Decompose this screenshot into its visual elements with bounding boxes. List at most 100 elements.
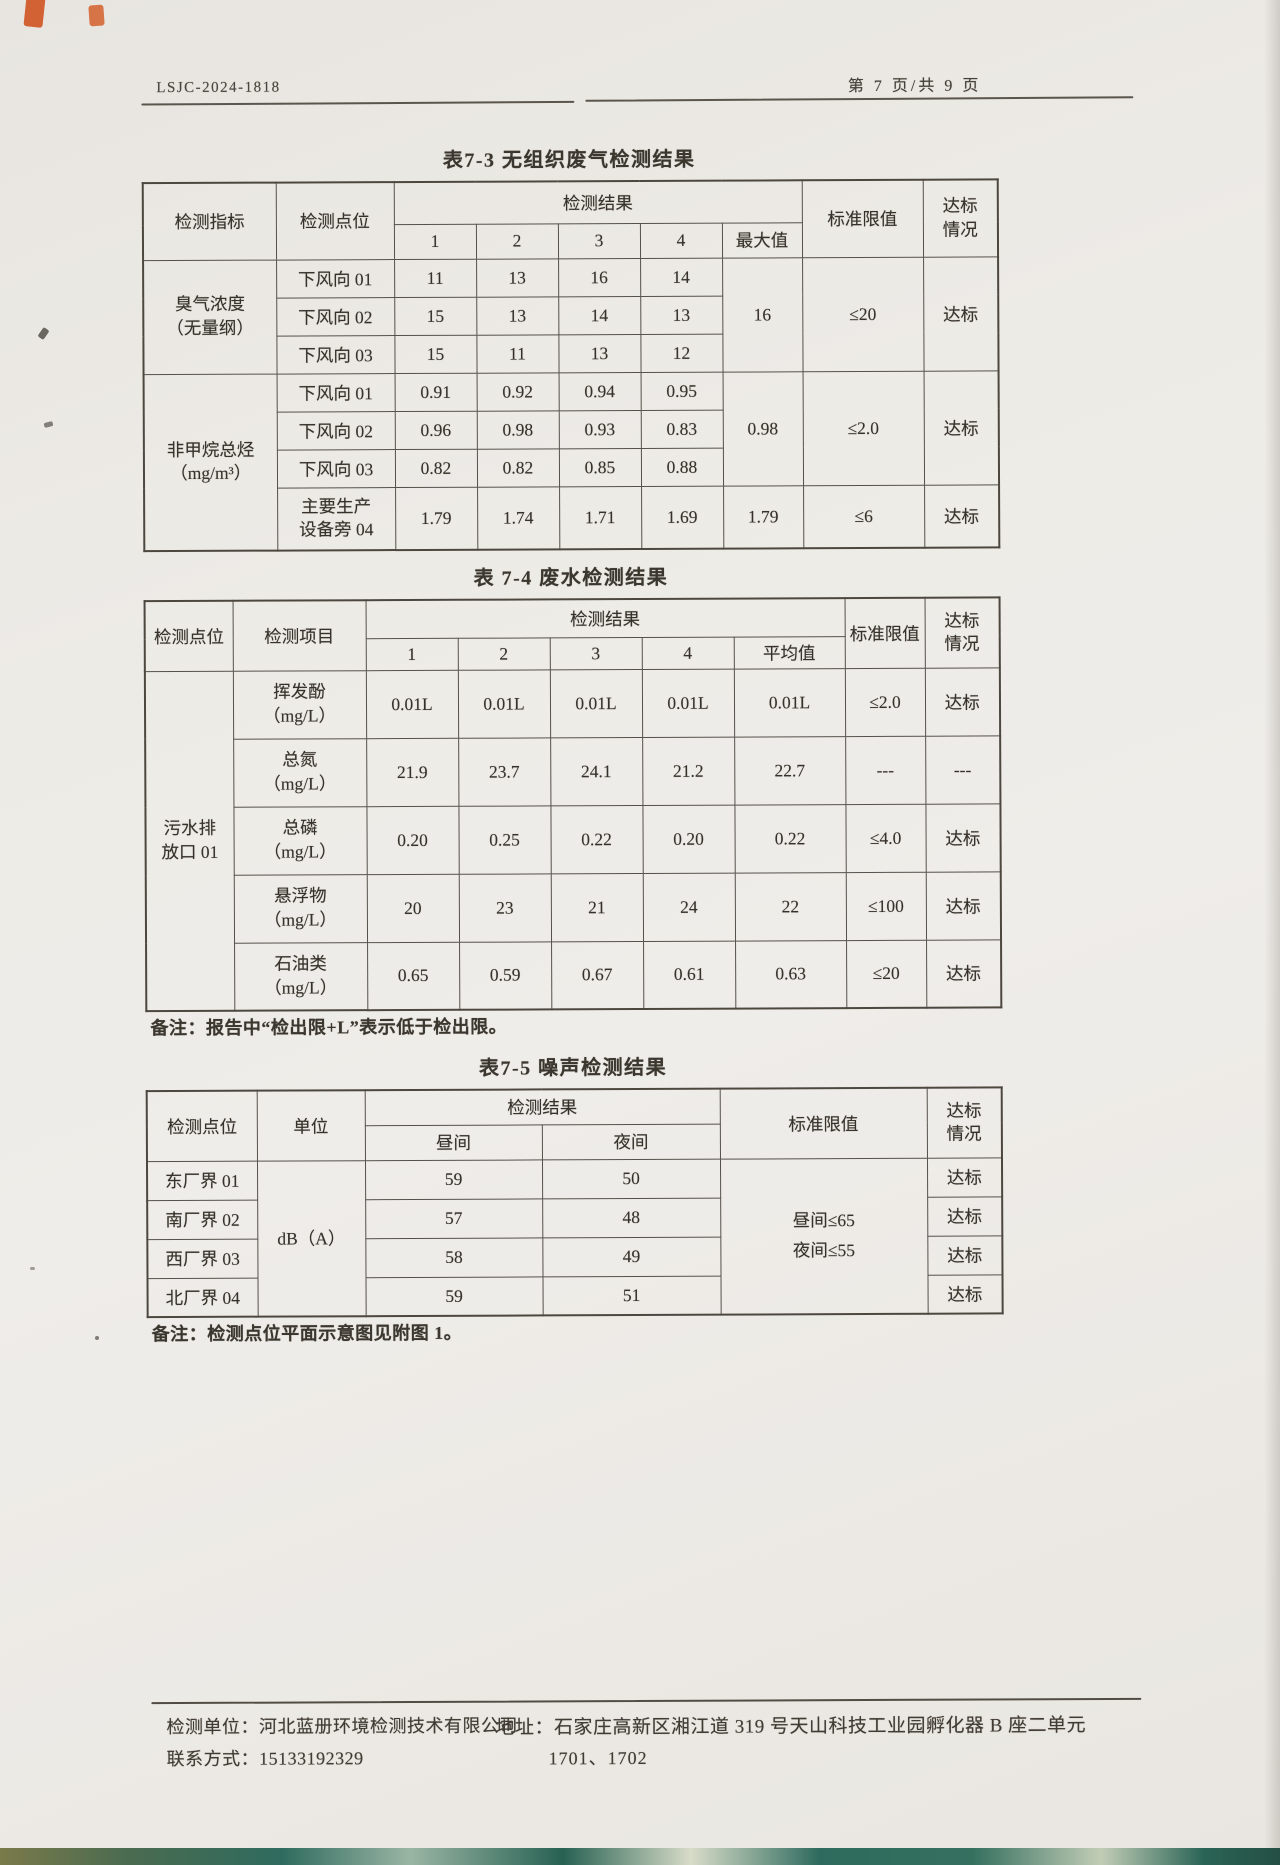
value-cell: 12	[640, 333, 723, 372]
value-cell: 0.82	[476, 448, 560, 487]
unit-cell: dB（A）	[256, 1160, 366, 1317]
col-header-point: 检测点位	[146, 1090, 257, 1162]
value-cell: 15	[394, 334, 477, 374]
footer-org: 检测单位：河北蓝册环境检测技术有限公司	[166, 1715, 519, 1738]
col-header-limit: 标准限值	[844, 597, 925, 669]
limit-cell: ---	[845, 735, 926, 805]
value-cell: 1.71	[559, 485, 642, 550]
value-cell: 0.25	[458, 805, 551, 874]
scan-bottom-strip	[0, 1848, 1280, 1865]
value-cell: 0.20	[642, 804, 735, 873]
day-value-cell: 59	[365, 1276, 543, 1317]
col-header-result: 检测结果	[365, 598, 845, 639]
point-cell: 下风向 03	[276, 449, 396, 488]
sub-header-2: 2	[457, 637, 550, 670]
avg-cell: 0.01L	[733, 668, 846, 737]
value-cell: 0.67	[551, 940, 644, 1010]
night-value-cell: 48	[542, 1197, 721, 1238]
footer-contact: 联系方式：15133192329	[166, 1748, 364, 1770]
value-cell: 0.88	[640, 447, 724, 486]
col-header-point: 检测点位	[144, 600, 233, 672]
sub-header-3: 3	[557, 222, 641, 259]
status-cell: 达标	[927, 1235, 1003, 1275]
value-cell: 0.59	[459, 941, 552, 1010]
max-value-cell: 1.79	[723, 485, 804, 549]
value-cell: 0.85	[558, 447, 642, 487]
value-cell: 1.74	[477, 486, 560, 550]
value-cell: 0.61	[643, 940, 736, 1009]
footer-address-line2: 1701、1702	[548, 1747, 648, 1769]
gas-results-table: 检测指标 检测点位 检测结果 标准限值 达标 情况 1 2 3 4 最大值 臭气…	[141, 178, 1001, 553]
avg-cell: 0.63	[735, 940, 847, 1009]
day-value-cell: 57	[365, 1198, 543, 1239]
footer-rule	[151, 1697, 1142, 1705]
status-cell: 达标	[926, 1157, 1003, 1197]
sub-header-day: 昼间	[364, 1124, 542, 1161]
value-cell: 24	[642, 872, 736, 941]
scan-mark-orange-1	[23, 0, 46, 28]
value-cell: 0.01L	[641, 668, 735, 737]
col-header-result: 检测结果	[364, 1088, 720, 1126]
avg-cell: 22	[734, 872, 847, 941]
value-cell: 14	[640, 257, 723, 296]
sub-header-max: 最大值	[721, 222, 803, 258]
scan-speck	[95, 1336, 99, 1340]
value-cell: 0.01L	[365, 669, 459, 739]
value-cell: 16	[558, 257, 641, 297]
col-header-unit: 单位	[256, 1090, 365, 1161]
point-cell-equipment: 主要生产 设备旁 04	[277, 487, 396, 551]
point-cell: 下风向 03	[276, 335, 395, 374]
limit-cell: ≤6	[803, 484, 925, 549]
value-cell: 0.92	[476, 372, 559, 411]
status-cell: 达标	[924, 667, 1001, 736]
value-cell: 13	[640, 295, 723, 334]
sub-header-4: 4	[641, 636, 734, 669]
page-number: 第 7 页/共 9 页	[847, 77, 982, 96]
sub-header-avg: 平均值	[733, 636, 845, 669]
footer-left-block: 检测单位：河北蓝册环境检测技术有限公司 联系方式：15133192329	[166, 1713, 518, 1779]
item-cell: 总氮 （mg/L）	[233, 738, 367, 807]
status-cell: 达标	[924, 484, 1000, 548]
point-outfall: 污水排 放口 01	[144, 670, 235, 1012]
limit-cell: ≤20	[846, 939, 927, 1009]
limit-cell: ≤20	[802, 256, 924, 372]
scan-edge-shadow	[1264, 0, 1280, 1865]
indicator-nmhc: 非甲烷总烃 （mg/m³）	[143, 373, 278, 552]
sub-header-1: 1	[365, 637, 458, 671]
sub-header-1: 1	[393, 223, 477, 260]
max-value-cell: 16	[722, 257, 803, 372]
limit-cell: 昼间≤65 夜间≤55	[719, 1157, 928, 1315]
limit-cell: ≤100	[845, 871, 927, 941]
col-header-indicator: 检测指标	[142, 182, 277, 261]
value-cell: 20	[366, 873, 460, 943]
sub-header-4: 4	[639, 222, 723, 258]
avg-cell: 22.7	[734, 736, 846, 805]
value-cell: 1.79	[395, 486, 478, 551]
value-cell: 0.94	[558, 371, 641, 411]
point-cell: 下风向 02	[276, 411, 395, 450]
value-cell: 0.96	[394, 410, 477, 450]
limit-cell: ≤2.0	[844, 667, 926, 737]
value-cell: 0.20	[366, 805, 459, 875]
sub-header-night: 夜间	[541, 1123, 720, 1160]
value-cell: 13	[476, 258, 559, 297]
scan-mark-orange-2	[88, 4, 105, 27]
item-cell: 总磷 （mg/L）	[233, 806, 367, 875]
item-cell: 挥发酚 （mg/L）	[232, 670, 367, 739]
table-7-5-title: 表7-5 噪声检测结果	[478, 1056, 668, 1080]
status-cell: 达标	[927, 1196, 1003, 1236]
value-cell: 13	[476, 296, 559, 335]
noise-note: 备注：检测点位平面示意图见附图 1。	[151, 1322, 463, 1345]
wastewater-note: 备注：报告中“检出限+L”表示低于检出限。	[150, 1016, 508, 1039]
point-cell: 北厂界 04	[147, 1277, 258, 1318]
value-cell: 23	[458, 873, 552, 942]
value-cell: 1.69	[641, 485, 724, 549]
status-cell: 达标	[923, 256, 999, 371]
col-header-limit: 标准限值	[801, 179, 924, 258]
value-cell: 24.1	[550, 736, 643, 806]
wastewater-results-table: 检测点位 检测项目 检测结果 标准限值 达标 情况 1 2 3 4 平均值 污水…	[143, 596, 1003, 1013]
value-cell: 0.01L	[457, 669, 551, 738]
col-header-result: 检测结果	[393, 180, 802, 225]
scan-speck	[30, 1267, 35, 1270]
